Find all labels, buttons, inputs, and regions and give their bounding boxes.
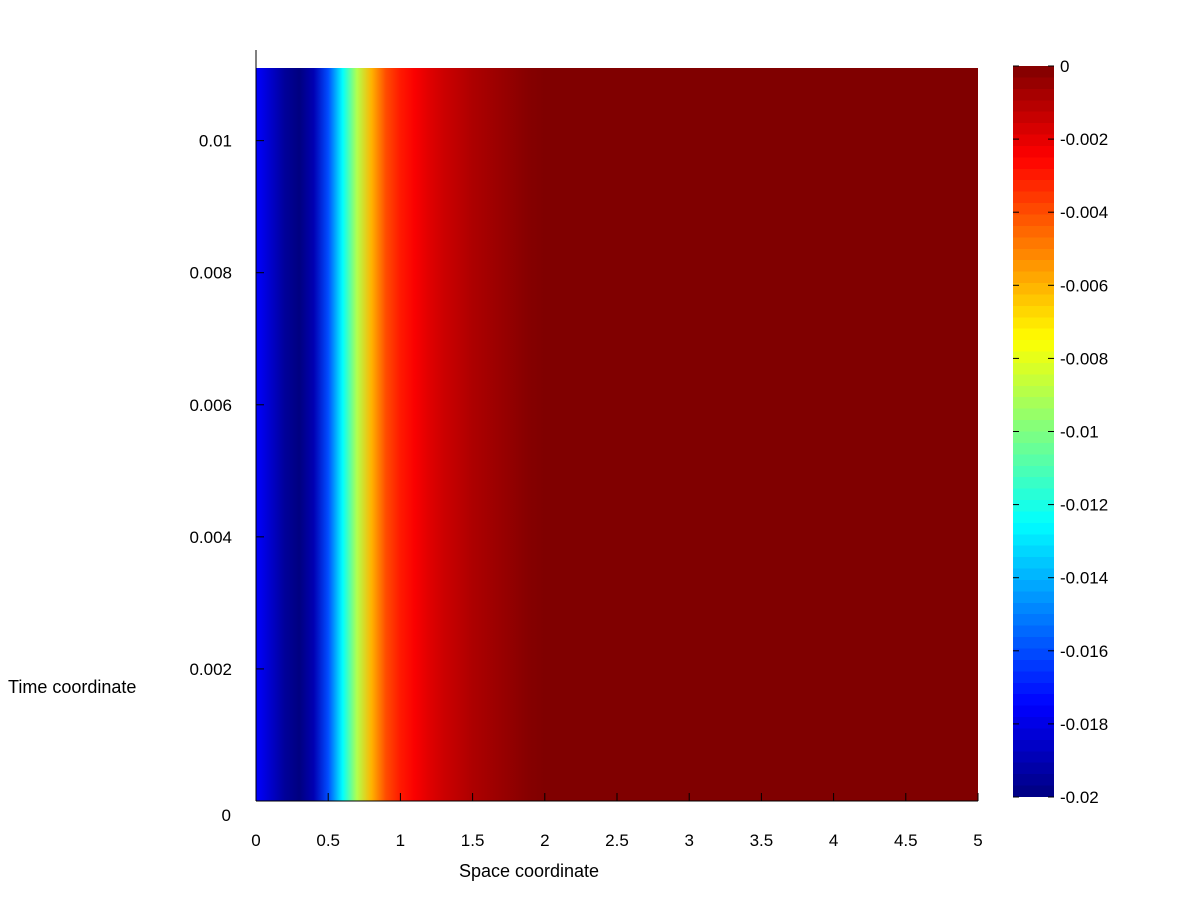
y-axis-label: Time coordinate — [8, 677, 136, 697]
colorbar-ticks: 0 -0.002 -0.004 -0.006 -0.008 -0.01 -0.012 -0.0… — [1013, 57, 1108, 807]
x-tick-label: 4.5 — [894, 831, 918, 850]
x-tick-label: 0 — [251, 831, 260, 850]
axes: 0 0.5 1 1.5 2 2.5 3 3.5 4 4.5 5 0 0.002 0.004 0.006 0.… — [189, 50, 983, 850]
x-tick-label: 2.5 — [605, 831, 629, 850]
colorbar-bar — [1013, 66, 1054, 797]
x-tick-label: 5 — [973, 831, 982, 850]
y-tick-label: 0 — [222, 806, 231, 825]
x-tick-label: 4 — [829, 831, 838, 850]
y-tick-label: 0.004 — [189, 528, 232, 547]
x-tick-label: 3.5 — [750, 831, 774, 850]
y-tick-label: 0.006 — [189, 396, 232, 415]
colorbar-tick-label: -0.012 — [1060, 496, 1108, 515]
x-ticks: 0 0.5 1 1.5 2 2.5 3 3.5 4 4.5 5 — [251, 793, 983, 850]
colorbar-tick-label: -0.016 — [1060, 642, 1108, 661]
x-tick-label: 2 — [540, 831, 549, 850]
x-tick-label: 0.5 — [316, 831, 340, 850]
heatmap-field — [256, 68, 978, 801]
y-tick-label: 0.01 — [199, 132, 232, 151]
x-tick-label: 1.5 — [461, 831, 485, 850]
colorbar-tick-label: -0.018 — [1060, 715, 1108, 734]
colorbar-tick-label: -0.006 — [1060, 276, 1108, 295]
y-tick-label: 0.002 — [189, 660, 232, 679]
colorbar-tick-label: -0.01 — [1060, 423, 1099, 442]
y-tick-label: 0.008 — [189, 264, 232, 283]
y-ticks: 0 0.002 0.004 0.006 0.008 0.01 — [189, 132, 264, 825]
colorbar-tick-label: -0.014 — [1060, 569, 1108, 588]
colorbar-tick-label: -0.008 — [1060, 349, 1108, 368]
x-tick-label: 3 — [684, 831, 693, 850]
colorbar-tick-label: 0 — [1060, 57, 1069, 76]
x-axis-label: Space coordinate — [459, 861, 599, 881]
colorbar-tick-label: -0.004 — [1060, 203, 1108, 222]
colorbar: 0 -0.002 -0.004 -0.006 -0.008 -0.01 -0.012 -0.0… — [1013, 57, 1108, 807]
colorbar-tick-label: -0.002 — [1060, 130, 1108, 149]
x-tick-label: 1 — [396, 831, 405, 850]
colorbar-tick-label: -0.02 — [1060, 788, 1099, 807]
